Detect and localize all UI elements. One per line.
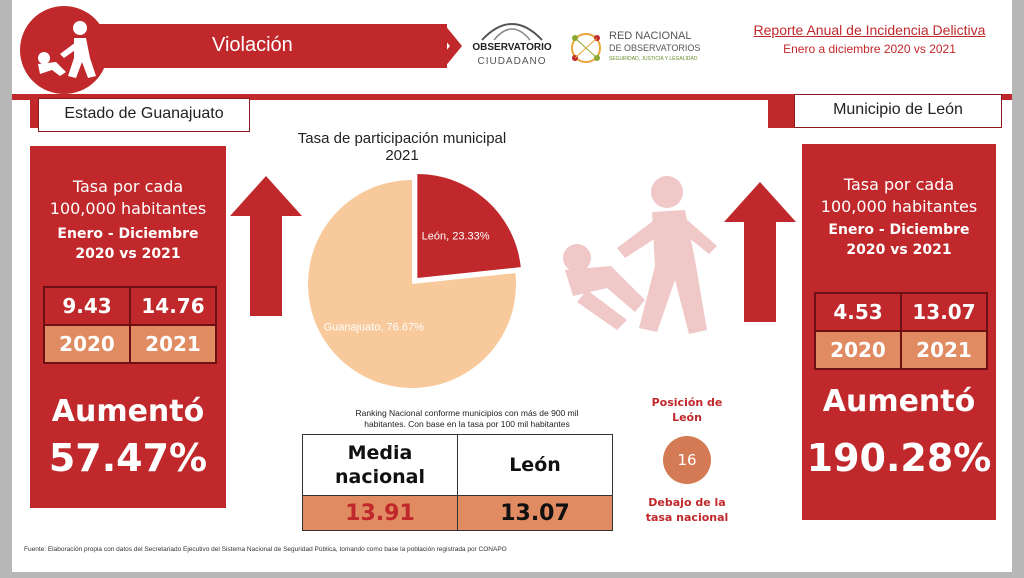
state-change-word: Aumentó [51, 394, 205, 429]
position-label-1: Posición de [651, 396, 723, 409]
header-divider [12, 94, 1012, 100]
state-label-marker [30, 98, 38, 128]
chevron-right-icon [432, 24, 462, 68]
municipality-increase-arrow-icon [724, 182, 796, 322]
ranking-col1-header: Media nacional [302, 434, 458, 496]
state-change-pct: 57.47% [48, 436, 208, 480]
pie-slice-0 [417, 174, 521, 279]
observatorio-line-1: OBSERVATORIO [472, 42, 552, 53]
position-below-1: Debajo de la [648, 496, 726, 509]
state-values-table: 9.43 14.76 2020 2021 [43, 286, 217, 364]
pie-label-1: Guanajuato, 76.67% [324, 322, 425, 334]
chart-title: Tasa de participación municipal [297, 130, 507, 147]
municipality-year-b: 2021 [900, 330, 988, 370]
ranking-table: Media nacional León 13.91 13.07 [302, 434, 613, 531]
report-title: Reporte Anual de Incidencia Delictiva [753, 22, 986, 38]
municipality-year-a: 2020 [814, 330, 902, 370]
state-panel: Tasa por cada 100,000 habitantes Enero -… [30, 146, 226, 508]
report-page: Violación OBSERVATORIO CIUDADANO RED NAC… [12, 0, 1012, 572]
municipality-label-marker [768, 94, 794, 128]
arc-logo-icon [481, 23, 543, 41]
category-logo [20, 6, 108, 94]
network-logo-icon [571, 33, 601, 63]
state-rate-title-2: 100,000 habitantes [49, 199, 207, 218]
state-label: Estado de Guanajuato [38, 98, 250, 132]
report-period: Enero a diciembre 2020 vs 2021 [783, 42, 956, 56]
state-year-a: 2020 [43, 324, 131, 364]
position-label-2: León [672, 411, 702, 424]
municipality-period-1: Enero - Diciembre [828, 222, 970, 238]
red-line-1: RED NACIONAL [609, 30, 692, 42]
state-period-1: Enero - Diciembre [57, 226, 199, 242]
state-increase-arrow-icon [230, 176, 302, 316]
ranking-col2-header: León [457, 434, 613, 496]
municipality-value-2021: 13.07 [900, 292, 988, 332]
red-line-3: SEGURIDAD, JUSTICIA Y LEGALIDAD [609, 56, 698, 62]
red-line-2: DE OBSERVATORIOS [609, 43, 701, 53]
ranking-col1-header-1: Media [347, 442, 413, 464]
state-year-b: 2021 [129, 324, 217, 364]
state-rate-title-1: Tasa por cada [72, 177, 184, 196]
position-below-2: tasa nacional [645, 511, 729, 524]
category-title: Violación [212, 34, 293, 56]
ranking-note-2: habitantes. Con base en la tasa por 100 … [364, 419, 570, 429]
pie-label-0: León, 23.33% [422, 231, 490, 243]
position-badge: 16 [663, 436, 711, 484]
municipality-period-2: 2020 vs 2021 [846, 242, 952, 258]
participation-pie-chart: León, 23.33% Guanajuato, 76.67% [308, 174, 521, 388]
municipality-label: Municipio de León [794, 94, 1002, 128]
state-value-2021: 14.76 [129, 286, 217, 326]
observatorio-line-2: CIUDADANO [477, 56, 547, 67]
municipality-rate-title-2: 100,000 habitantes [820, 197, 978, 216]
ranking-col1-value: 13.91 [302, 495, 458, 531]
chart-subtitle: 2021 [385, 147, 419, 164]
assault-silhouette-icon [563, 176, 717, 334]
assault-figure-icon [38, 21, 96, 78]
pie-slice-1 [308, 180, 516, 388]
municipality-rate-title-1: Tasa por cada [843, 175, 955, 194]
municipality-value-2020: 4.53 [814, 292, 902, 332]
red-nacional-logo: RED NACIONAL DE OBSERVATORIOS SEGURIDAD,… [565, 26, 725, 76]
category-banner [52, 24, 447, 68]
municipality-panel: Tasa por cada 100,000 habitantes Enero -… [802, 144, 996, 520]
source-footnote: Fuente: Elaboración propia con datos del… [24, 546, 507, 553]
state-period-2: 2020 vs 2021 [75, 246, 181, 262]
municipality-change-word: Aumentó [822, 384, 976, 419]
municipality-change-pct: 190.28% [806, 436, 992, 480]
ranking-col1-header-2: nacional [334, 466, 426, 488]
municipality-values-table: 4.53 13.07 2020 2021 [814, 292, 988, 370]
ranking-note-1: Ranking Nacional conforme municipios con… [355, 408, 579, 418]
ranking-col2-value: 13.07 [457, 495, 613, 531]
state-value-2020: 9.43 [43, 286, 131, 326]
observatorio-logo: OBSERVATORIO CIUDADANO [472, 12, 552, 74]
